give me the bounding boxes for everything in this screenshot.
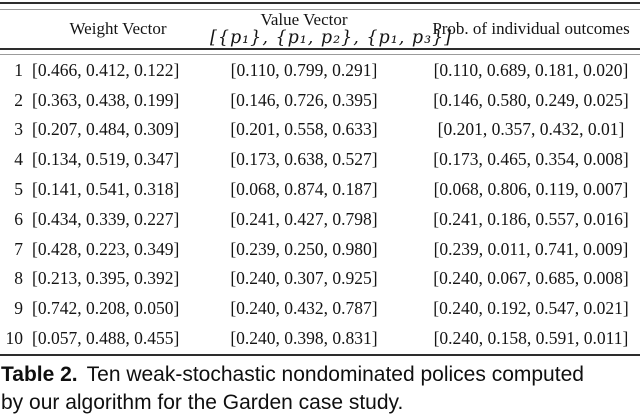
row-index: 8 xyxy=(14,268,23,289)
value-vector-cell: [0.146, 0.726, 0.395] xyxy=(230,89,378,110)
row-index: 2 xyxy=(14,89,23,110)
row-index: 10 xyxy=(5,328,24,349)
value-vector-cell: [0.241, 0.427, 0.798] xyxy=(230,208,378,229)
prob-outcomes-cell: [0.241, 0.186, 0.557, 0.016] xyxy=(433,208,629,229)
weight-vector-cell: [0.434, 0.339, 0.227] xyxy=(32,208,180,229)
row-index: 7 xyxy=(14,238,23,259)
prob-outcomes-cell: [0.239, 0.011, 0.741, 0.009] xyxy=(433,238,629,259)
table-row: 1 [0.466, 0.412, 0.122] [0.110, 0.799, 0… xyxy=(0,56,640,86)
row-index: 4 xyxy=(14,149,23,170)
table-caption-label: Table 2. xyxy=(1,363,78,387)
row-index: 9 xyxy=(14,298,23,319)
table-top-rule-outer xyxy=(0,2,640,4)
prob-outcomes-cell: [0.146, 0.580, 0.249, 0.025] xyxy=(433,89,629,110)
value-vector-cell: [0.240, 0.432, 0.787] xyxy=(230,298,378,319)
table-caption: Table 2. Ten weak-stochastic nondominated… xyxy=(0,356,640,417)
prob-outcomes-cell: [0.240, 0.158, 0.591, 0.011] xyxy=(433,328,629,349)
weight-vector-cell: [0.742, 0.208, 0.050] xyxy=(32,298,180,319)
row-index: 5 xyxy=(14,179,23,200)
value-vector-cell: [0.068, 0.874, 0.187] xyxy=(230,179,378,200)
table-caption-text-1: Ten weak-stochastic nondominated polices… xyxy=(86,363,584,387)
table-caption-line-1: Table 2. Ten weak-stochastic nondominated… xyxy=(1,361,638,389)
table-row: 5 [0.141, 0.541, 0.318] [0.068, 0.874, 0… xyxy=(0,175,640,205)
table-body: 1 [0.466, 0.412, 0.122] [0.110, 0.799, 0… xyxy=(0,56,640,354)
weight-vector-cell: [0.057, 0.488, 0.455] xyxy=(32,328,180,349)
table-top-rule-inner xyxy=(0,8,640,10)
value-vector-cell: [0.239, 0.250, 0.980] xyxy=(230,238,378,259)
prob-outcomes-cell: [0.201, 0.357, 0.432, 0.01] xyxy=(437,119,625,140)
row-index: 1 xyxy=(14,59,23,80)
weight-vector-cell: [0.141, 0.541, 0.318] xyxy=(32,179,180,200)
table-row: 9 [0.742, 0.208, 0.050] [0.240, 0.432, 0… xyxy=(0,294,640,324)
prob-outcomes-cell: [0.068, 0.806, 0.119, 0.007] xyxy=(433,179,629,200)
value-vector-cell: [0.240, 0.398, 0.831] xyxy=(230,328,378,349)
table-row: 4 [0.134, 0.519, 0.347] [0.173, 0.638, 0… xyxy=(0,145,640,175)
col-header-value-vector-sets: [{p₁}, {p₁, p₂}, {p₁, p₃}] xyxy=(210,28,453,49)
value-vector-cell: [0.240, 0.307, 0.925] xyxy=(230,268,378,289)
header-separator-rule-outer xyxy=(0,47,640,50)
table-row: 10 [0.057, 0.488, 0.455] [0.240, 0.398, … xyxy=(0,324,640,354)
row-index: 6 xyxy=(14,208,23,229)
weight-vector-cell: [0.363, 0.438, 0.199] xyxy=(32,89,180,110)
header-separator-rule-inner xyxy=(0,53,640,55)
prob-outcomes-cell: [0.110, 0.689, 0.181, 0.020] xyxy=(433,59,629,80)
col-header-prob-outcomes: Prob. of individual outcomes xyxy=(432,19,630,39)
table-bottom-rule xyxy=(0,354,640,357)
table-row: 7 [0.428, 0.223, 0.349] [0.239, 0.250, 0… xyxy=(0,234,640,264)
table-row: 3 [0.207, 0.484, 0.309] [0.201, 0.558, 0… xyxy=(0,115,640,145)
table-row: 6 [0.434, 0.339, 0.227] [0.241, 0.427, 0… xyxy=(0,204,640,234)
table-row: 8 [0.213, 0.395, 0.392] [0.240, 0.307, 0… xyxy=(0,264,640,294)
prob-outcomes-cell: [0.240, 0.192, 0.547, 0.021] xyxy=(433,298,629,319)
col-header-value-vector: Value Vector [{p₁}, {p₁, p₂}, {p₁, p₃}] xyxy=(210,9,453,49)
weight-vector-cell: [0.134, 0.519, 0.347] xyxy=(32,149,180,170)
weight-vector-cell: [0.428, 0.223, 0.349] xyxy=(32,238,180,259)
weight-vector-cell: [0.213, 0.395, 0.392] xyxy=(32,268,180,289)
value-vector-cell: [0.173, 0.638, 0.527] xyxy=(230,149,378,170)
table-header-row: Weight Vector Value Vector [{p₁}, {p₁, p… xyxy=(0,10,640,48)
table-caption-text-2: by our algorithm for the Garden case stu… xyxy=(1,391,404,415)
value-vector-cell: [0.110, 0.799, 0.291] xyxy=(230,59,378,80)
col-header-value-vector-title: Value Vector xyxy=(260,9,348,29)
table-row: 2 [0.363, 0.438, 0.199] [0.146, 0.726, 0… xyxy=(0,85,640,115)
prob-outcomes-cell: [0.240, 0.067, 0.685, 0.008] xyxy=(433,268,629,289)
weight-vector-cell: [0.207, 0.484, 0.309] xyxy=(32,119,180,140)
col-header-weight-vector: Weight Vector xyxy=(69,19,167,39)
row-index: 3 xyxy=(14,119,23,140)
prob-outcomes-cell: [0.173, 0.465, 0.354, 0.008] xyxy=(433,149,629,170)
weight-vector-cell: [0.466, 0.412, 0.122] xyxy=(32,59,180,80)
value-vector-cell: [0.201, 0.558, 0.633] xyxy=(230,119,378,140)
